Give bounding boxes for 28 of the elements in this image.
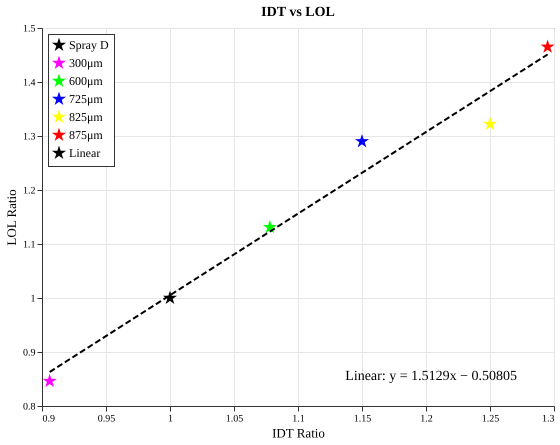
y-tick-label: 0.9 xyxy=(23,348,36,358)
y-tick-label: 1.2 xyxy=(23,186,36,196)
x-tick-label: 0.9 xyxy=(42,414,55,424)
y-tick-label: 0.8 xyxy=(23,402,36,412)
y-tick-label: 1.5 xyxy=(23,24,36,34)
y-tick-label: 1.3 xyxy=(23,132,36,142)
x-axis-title: IDT Ratio xyxy=(272,426,325,440)
legend-label: 600μm xyxy=(69,74,104,88)
y-tick-label: 1.4 xyxy=(23,78,36,88)
y-tick-label: 1 xyxy=(30,294,36,304)
legend-label: Spray D xyxy=(69,38,109,52)
x-tick-label: 1.2 xyxy=(420,414,433,424)
legend-label: 875μm xyxy=(69,128,104,142)
legend-label: 825μm xyxy=(69,110,104,124)
legend-label: Linear xyxy=(69,146,100,160)
x-tick-label: 1.05 xyxy=(226,414,244,424)
legend-label: 300μm xyxy=(69,56,104,70)
x-tick-label: 1.15 xyxy=(354,414,372,424)
y-axis-title: LOL Ratio xyxy=(4,189,19,246)
x-tick-label: 0.95 xyxy=(98,414,116,424)
y-tick-label: 1.1 xyxy=(23,240,36,250)
annotation: Linear: y = 1.5129x − 0.50805 xyxy=(345,369,517,384)
x-tick-label: 1.3 xyxy=(542,414,554,424)
x-tick-label: 1.25 xyxy=(482,414,500,424)
legend-label: 725μm xyxy=(69,92,104,106)
x-tick-label: 1 xyxy=(168,414,173,424)
x-tick-label: 1.1 xyxy=(292,414,305,424)
chart-title: IDT vs LOL xyxy=(261,5,335,20)
